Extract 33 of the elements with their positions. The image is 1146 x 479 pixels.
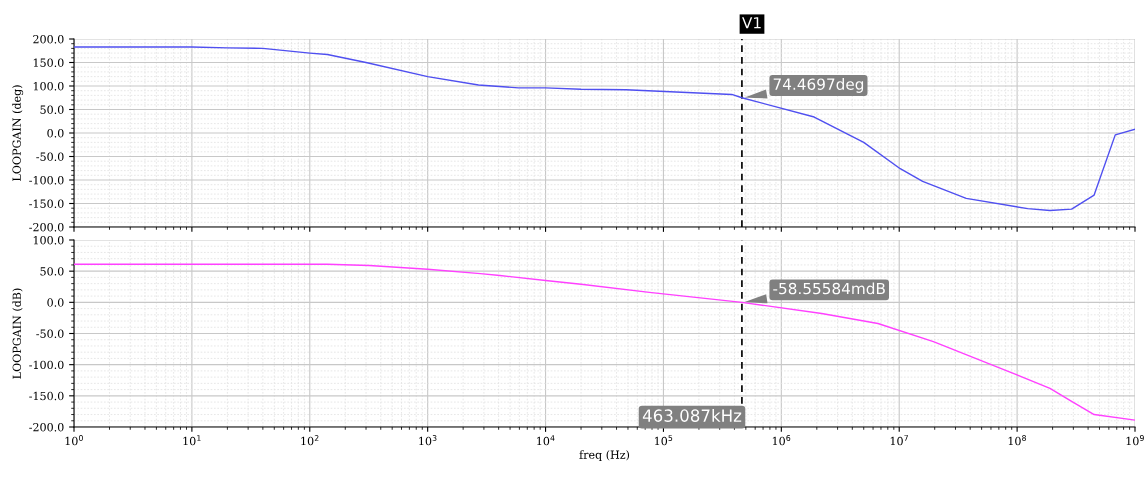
x-tick-label: 10$^{9}$ — [1126, 435, 1144, 446]
x-tick-label: 10$^{5}$ — [655, 435, 673, 446]
annotation: 463.087kHz — [642, 409, 742, 422]
y-tick-label: -150.0 — [29, 391, 64, 401]
y-tick-label: -150.0 — [29, 199, 64, 208]
x-tick-label: 10$^{8}$ — [1008, 435, 1026, 446]
x-axis-title: freq (Hz) — [579, 450, 630, 462]
ref-line-label: V1 — [742, 17, 761, 29]
y-tick-label: -100.0 — [29, 175, 64, 185]
y-tick-label: -50.0 — [36, 329, 64, 338]
x-tick-label: 10$^{0}$ — [65, 435, 83, 446]
y-tick-label: 50.0 — [40, 267, 64, 276]
annotation: 74.4697deg — [773, 78, 864, 93]
y-tick-label: -50.0 — [36, 152, 64, 161]
x-tick-label: 10$^{6}$ — [772, 435, 791, 446]
y-tick-label: 150.0 — [33, 58, 64, 67]
y-tick-label: 100.0 — [33, 235, 64, 245]
y-axis-title: LOOPGAIN (dB) — [12, 288, 23, 379]
y-tick-label: -200.0 — [29, 222, 64, 232]
y-tick-label: 0.0 — [47, 128, 64, 138]
x-tick-label: 10$^{3}$ — [419, 435, 437, 446]
x-tick-label: 10$^{2}$ — [301, 435, 319, 446]
y-tick-label: -200.0 — [29, 422, 64, 432]
y-axis-title: LOOPGAIN (deg) — [12, 85, 24, 181]
y-tick-label: -100.0 — [29, 360, 64, 370]
annotation: -58.55584mdB — [773, 282, 885, 295]
y-tick-label: 50.0 — [40, 105, 64, 114]
x-tick-label: 10$^{7}$ — [890, 435, 908, 446]
x-tick-label: 10$^{4}$ — [537, 435, 555, 446]
y-tick-label: 200.0 — [33, 34, 64, 44]
y-tick-label: 0.0 — [47, 298, 64, 307]
x-tick-label: 10$^{1}$ — [183, 435, 201, 446]
y-tick-label: 100.0 — [33, 81, 64, 91]
